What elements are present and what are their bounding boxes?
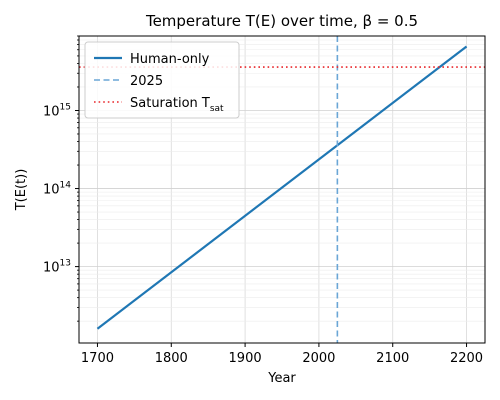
- x-tick-label: 2000: [302, 351, 335, 366]
- y-tick-label: 1015: [43, 102, 71, 119]
- legend: Human-only 2025 Saturation Tsat: [84, 41, 240, 119]
- x-tick-label: 1800: [155, 351, 188, 366]
- y-axis-label: T(E(t)): [14, 169, 29, 212]
- y-axis-ticks: 1013 1014 1015: [43, 35, 79, 322]
- grid: [79, 35, 485, 343]
- legend-label: 2025: [130, 74, 163, 89]
- legend-label: Human-only: [130, 52, 210, 67]
- x-tick-label: 1700: [81, 351, 114, 366]
- series-layer: [79, 36, 485, 343]
- series-line-human-only: [96, 45, 468, 330]
- x-axis-label: Year: [267, 371, 296, 386]
- chart-title: Temperature T(E) over time, β = 0.5: [145, 12, 418, 30]
- y-tick-label: 1014: [43, 181, 71, 198]
- y-tick-label: 1013: [43, 259, 71, 276]
- x-tick-label: 1900: [229, 351, 262, 366]
- x-tick-label: 2100: [376, 351, 409, 366]
- legend-box: [84, 41, 240, 119]
- x-axis-ticks: 1700 1800 1900 2000 2100 2200: [81, 343, 483, 366]
- plot-frame: [78, 35, 486, 344]
- legend-label: Saturation Tsat: [130, 96, 224, 114]
- x-tick-label: 2200: [450, 351, 483, 366]
